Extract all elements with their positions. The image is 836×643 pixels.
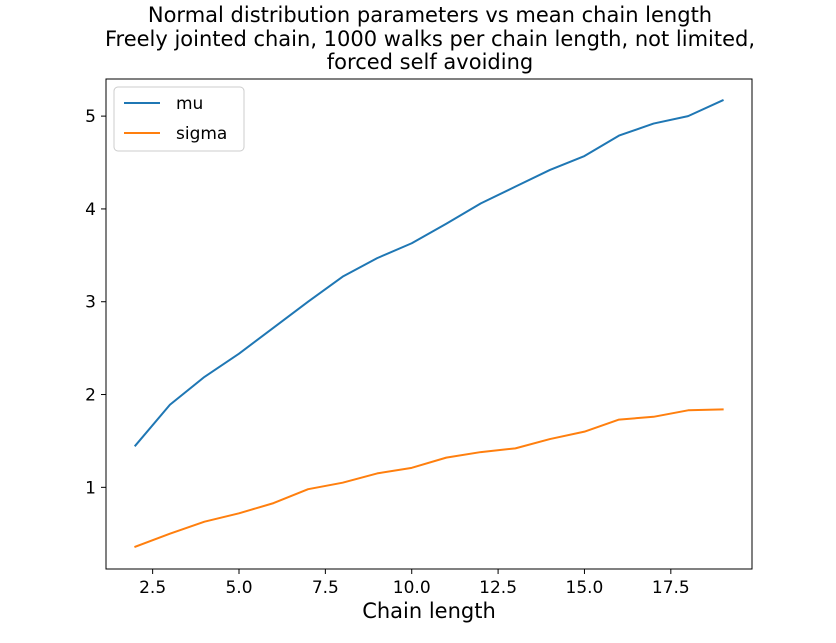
x-axis: 2.5 5.0 7.5 10.0 12.5 15.0 17.5: [139, 569, 690, 598]
legend-label-sigma: sigma: [176, 124, 227, 144]
x-axis-label: Chain length: [362, 599, 496, 623]
x-tick-label: 17.5: [652, 578, 690, 598]
chart-title-line-1: Normal distribution parameters vs mean c…: [148, 3, 712, 27]
y-tick-label: 5: [85, 107, 96, 127]
chart-title-line-2: Freely jointed chain, 1000 walks per cha…: [105, 27, 755, 51]
y-axis: 1 2 3 4 5: [85, 107, 106, 498]
y-tick-label: 1: [85, 478, 96, 498]
legend: mu sigma: [113, 86, 245, 152]
x-tick-label: 7.5: [312, 578, 339, 598]
y-tick-label: 3: [85, 293, 96, 313]
y-tick-label: 2: [85, 386, 96, 406]
x-tick-label: 15.0: [566, 578, 604, 598]
chart-title-line-3: forced self avoiding: [327, 50, 533, 74]
series-lines: [133, 99, 724, 549]
legend-label-mu: mu: [176, 94, 203, 114]
series-line-sigma: [134, 408, 724, 549]
plot-area-frame: [105, 78, 753, 570]
x-tick-label: 10.0: [393, 578, 431, 598]
y-tick-label: 4: [85, 200, 96, 220]
chart-title: Normal distribution parameters vs mean c…: [105, 3, 755, 74]
x-tick-label: 2.5: [139, 578, 166, 598]
series-line-mu: [133, 99, 724, 447]
x-tick-label: 12.5: [479, 578, 517, 598]
x-tick-label: 5.0: [225, 578, 252, 598]
